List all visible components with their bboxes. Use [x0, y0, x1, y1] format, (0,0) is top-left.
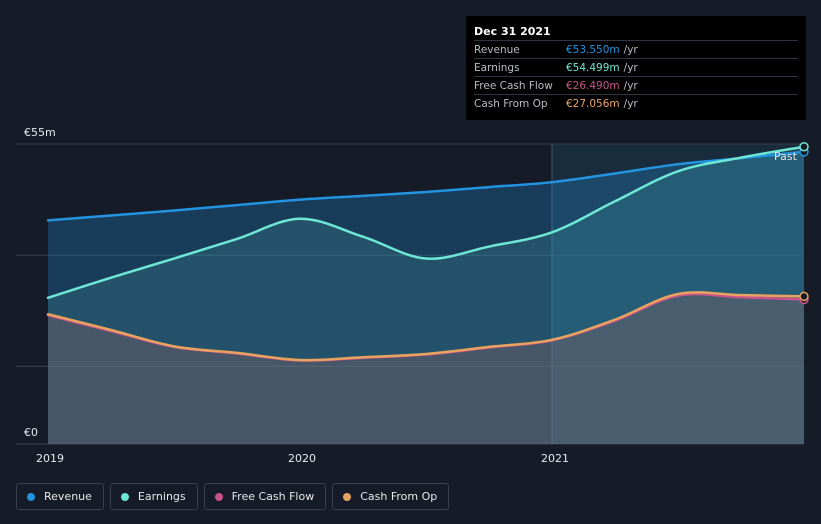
cash-from-op-line [46, 291, 806, 362]
y-tick-label-max: €55m [24, 126, 56, 139]
x-tick-label-2020: 2020 [288, 452, 316, 465]
earnings-line [46, 145, 806, 300]
legend-item-cash-from-op[interactable]: Cash From Op [332, 483, 450, 510]
revenue-area [48, 151, 804, 444]
free-cash-flow-area [48, 294, 804, 444]
tooltip-row-revenue: Revenue €53.550m /yr [474, 40, 798, 58]
free-cash-flow-dot-icon [214, 492, 223, 501]
tooltip-row-earnings: Earnings €54.499m /yr [474, 58, 798, 76]
earnings-end-point [799, 141, 809, 152]
past-label: Past [774, 150, 798, 163]
tooltip-date: Dec 31 2021 [474, 25, 551, 38]
tooltip-unit: /yr [623, 43, 638, 56]
tooltip-row-free-cash-flow: Free Cash Flow €26.490m /yr [474, 76, 798, 94]
tooltip-label: Earnings [474, 61, 520, 74]
x-tick-label-2019: 2019 [36, 452, 64, 465]
cash-from-op-end-point [799, 291, 809, 302]
legend-item-earnings[interactable]: Earnings [109, 483, 198, 510]
tooltip-value: €27.056m [566, 97, 620, 110]
legend-label: Earnings [137, 490, 186, 503]
tooltip-label: Free Cash Flow [474, 79, 553, 92]
tooltip-label: Revenue [474, 43, 520, 56]
cash-from-op-area [48, 292, 804, 444]
tooltip-value: €53.550m [566, 43, 620, 56]
tooltip-unit: /yr [623, 61, 638, 74]
tooltip-unit: /yr [623, 97, 638, 110]
revenue-line [46, 150, 806, 222]
y-tick-label-zero: €0 [24, 426, 38, 439]
tooltip-value: €26.490m [566, 79, 620, 92]
legend-label: Revenue [44, 490, 92, 503]
x-tick-label-2021: 2021 [541, 452, 569, 465]
legend-label: Free Cash Flow [231, 490, 315, 503]
earnings-dot-icon [120, 492, 129, 501]
tooltip-unit: /yr [623, 79, 638, 92]
legend-item-free-cash-flow[interactable]: Free Cash Flow [203, 483, 327, 510]
chart-legend: Revenue Earnings Free Cash Flow Cash Fro… [16, 483, 450, 510]
data-tooltip: Dec 31 2021 Revenue €53.550m /yr Earning… [466, 16, 806, 120]
revenue-dot-icon [27, 492, 35, 501]
cash-from-op-dot-icon [343, 492, 352, 501]
legend-item-revenue[interactable]: Revenue [16, 483, 104, 510]
tooltip-value: €54.499m [566, 61, 620, 74]
tooltip-row-cash-from-op: Cash From Op €27.056m /yr [474, 94, 798, 112]
earnings-area [48, 146, 804, 444]
tooltip-label: Cash From Op [474, 97, 548, 110]
legend-label: Cash From Op [360, 490, 438, 503]
